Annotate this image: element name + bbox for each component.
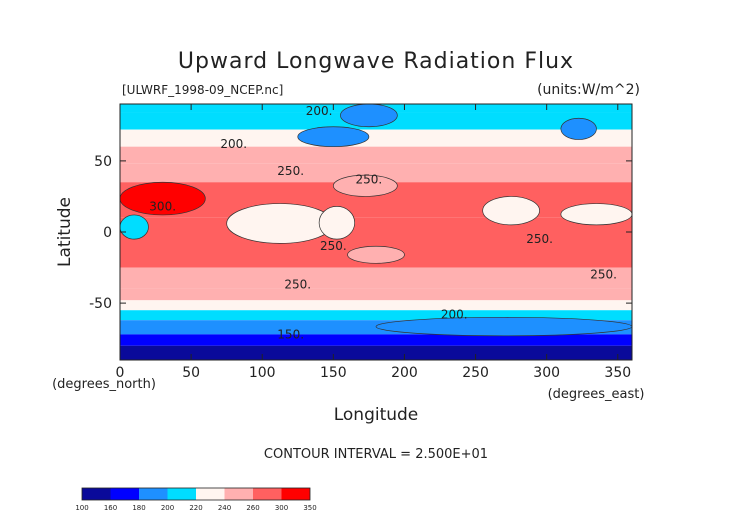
colorbar: 100 160 180 200 220 240 260 300 350 [75, 487, 317, 512]
y-tick-label: 50 [94, 154, 112, 170]
field-feature [347, 245, 405, 264]
contour-interval-text: CONTOUR INTERVAL = 2.500E+01 [264, 447, 488, 462]
contour-labels: 200. 200. 250. 250. 300. 250. 250. 250. 250. 200.… [149, 104, 617, 341]
colorbar-swatch [281, 488, 310, 500]
source-label: [ULWRF_1998-09_NCEP.nc] [122, 83, 283, 97]
contour-label: 200. [306, 104, 333, 118]
colorbar-tick-label: 350 [303, 504, 316, 512]
colorbar-tick-label: 300 [275, 504, 288, 512]
field-band [120, 310, 632, 321]
colorbar-tick-label: 200 [161, 504, 174, 512]
y-axis-units: (degrees_north) [52, 377, 156, 392]
x-tick-label: 50 [182, 365, 200, 381]
field-band [120, 345, 632, 360]
colorbar-swatch [139, 488, 168, 500]
colorbar-swatch [82, 488, 111, 500]
field-feature [340, 104, 398, 128]
colorbar-frame [81, 487, 311, 501]
contour-label: 250. [526, 232, 553, 246]
field-band [120, 300, 632, 311]
field-feature [560, 203, 632, 226]
field-band [120, 288, 632, 301]
contour-label: 200. [441, 307, 468, 321]
y-tick-label: 0 [103, 225, 112, 241]
y-tick-label: -50 [89, 296, 112, 312]
contour-label: 250. [284, 278, 311, 292]
field-band [120, 146, 632, 164]
field-feature [375, 316, 632, 337]
colorbar-tick-label: 180 [132, 504, 145, 512]
field-feature [318, 206, 356, 240]
units-label: (units:W/m^2) [537, 82, 640, 98]
y-axis-label: Latitude [55, 197, 75, 267]
y-axis: -50 0 50 [89, 154, 632, 312]
field-feature [560, 117, 597, 140]
field-band [120, 267, 632, 289]
contour-label: 200. [220, 137, 247, 151]
contour-label: 300. [149, 199, 176, 213]
contour-label: 250. [590, 268, 617, 282]
colorbar-tick-label: 220 [189, 504, 202, 512]
field-feature [482, 196, 540, 226]
contour-label: 250. [356, 172, 383, 186]
colorbar-swatch [110, 488, 139, 500]
x-tick-label: 350 [604, 365, 631, 381]
colorbar-tick-label: 100 [75, 504, 88, 512]
colorbar-swatch [196, 488, 225, 500]
x-tick-label: 0 [116, 365, 125, 381]
heatmap-field [120, 104, 632, 360]
x-axis-label: Longitude [334, 405, 419, 425]
colorbar-tick-label: 160 [104, 504, 117, 512]
colorbar-tick-label: 240 [218, 504, 231, 512]
x-tick-label: 200 [391, 365, 418, 381]
x-tick-label: 250 [462, 365, 489, 381]
chart-title: Upward Longwave Radiation Flux [178, 49, 574, 74]
field-band [120, 334, 632, 346]
colorbar-swatch [167, 488, 196, 500]
x-tick-label: 300 [533, 365, 560, 381]
colorbar-tick-label: 260 [246, 504, 259, 512]
colorbar-swatch [253, 488, 282, 500]
contour-label: 250. [277, 164, 304, 178]
field-feature [297, 126, 370, 148]
colorbar-swatch [224, 488, 253, 500]
x-axis: 0 50 100 150 200 250 300 350 [116, 104, 631, 381]
field-band [120, 129, 632, 147]
x-tick-label: 100 [249, 365, 276, 381]
contour-label: 150. [277, 327, 304, 341]
field-feature [120, 214, 149, 240]
contour-label: 250. [320, 239, 347, 253]
field-feature [120, 181, 206, 216]
field-feature [332, 174, 398, 197]
x-tick-label: 150 [320, 365, 347, 381]
field-feature [226, 203, 334, 244]
field-band [120, 163, 632, 183]
x-axis-units: (degrees_east) [548, 387, 645, 402]
